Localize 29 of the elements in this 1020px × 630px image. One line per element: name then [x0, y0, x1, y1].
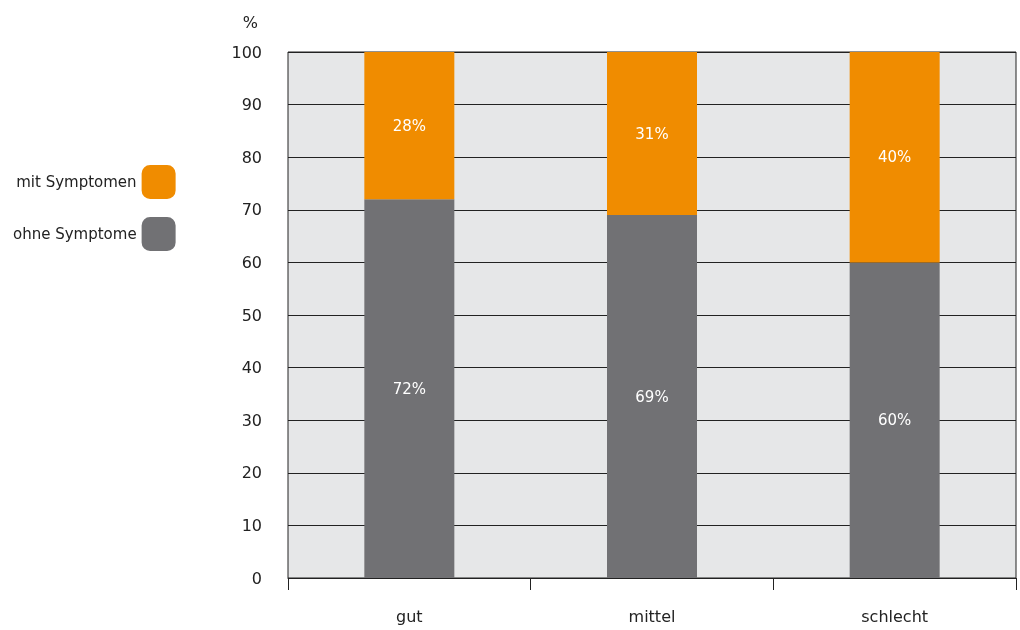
y-tick-label: 0 [251, 568, 262, 588]
y-tick-label: 60 [241, 252, 262, 272]
y-tick-label: 80 [241, 147, 262, 167]
y-tick-label: 90 [241, 95, 262, 115]
data-label: 40% [877, 148, 912, 167]
legend-label: mit Symptomen [16, 173, 137, 191]
data-label: 72% [392, 379, 427, 398]
y-tick-label: 20 [241, 463, 262, 483]
bar [364, 52, 455, 200]
bar [849, 52, 940, 263]
y-tick-label: 40 [241, 358, 262, 378]
x-tick-label: schlecht [861, 606, 929, 626]
y-tick-label: 10 [241, 515, 262, 535]
data-label: 60% [877, 411, 912, 430]
data-label: 31% [635, 124, 669, 143]
x-tick-label: gut [396, 606, 423, 626]
bar [849, 262, 940, 578]
x-tick-label: mittel [628, 606, 676, 626]
y-tick-label: 50 [241, 305, 262, 325]
y-tick-label: 30 [241, 410, 262, 430]
bar [607, 52, 697, 216]
y-tick-label: 100 [231, 42, 262, 62]
y-tick-label: 70 [241, 200, 262, 220]
legend-label: ohne Symptome [12, 225, 137, 243]
y-axis-title: % [242, 12, 258, 32]
bar [607, 215, 697, 578]
data-label: 28% [392, 116, 427, 135]
data-label: 69% [635, 387, 669, 406]
bar [364, 199, 455, 578]
